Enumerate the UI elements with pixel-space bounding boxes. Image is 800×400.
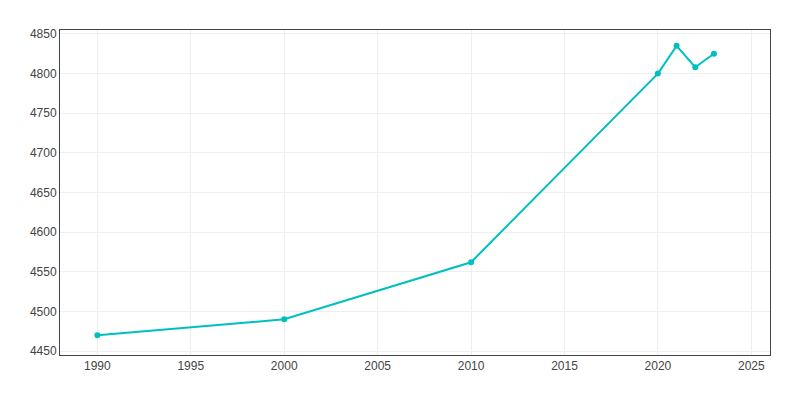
svg-text:2020: 2020 [645,359,672,373]
svg-text:1995: 1995 [177,359,204,373]
svg-text:2005: 2005 [364,359,391,373]
svg-text:2025: 2025 [738,359,765,373]
svg-text:2010: 2010 [458,359,485,373]
svg-text:2000: 2000 [271,359,298,373]
svg-text:2015: 2015 [551,359,578,373]
svg-text:4600: 4600 [30,225,57,239]
svg-text:1990: 1990 [84,359,111,373]
svg-text:4750: 4750 [30,106,57,120]
svg-text:4550: 4550 [30,265,57,279]
svg-text:4700: 4700 [30,146,57,160]
svg-text:4500: 4500 [30,305,57,319]
svg-text:4650: 4650 [30,186,57,200]
svg-text:4800: 4800 [30,67,57,81]
svg-text:4450: 4450 [30,344,57,358]
svg-text:4850: 4850 [30,27,57,41]
